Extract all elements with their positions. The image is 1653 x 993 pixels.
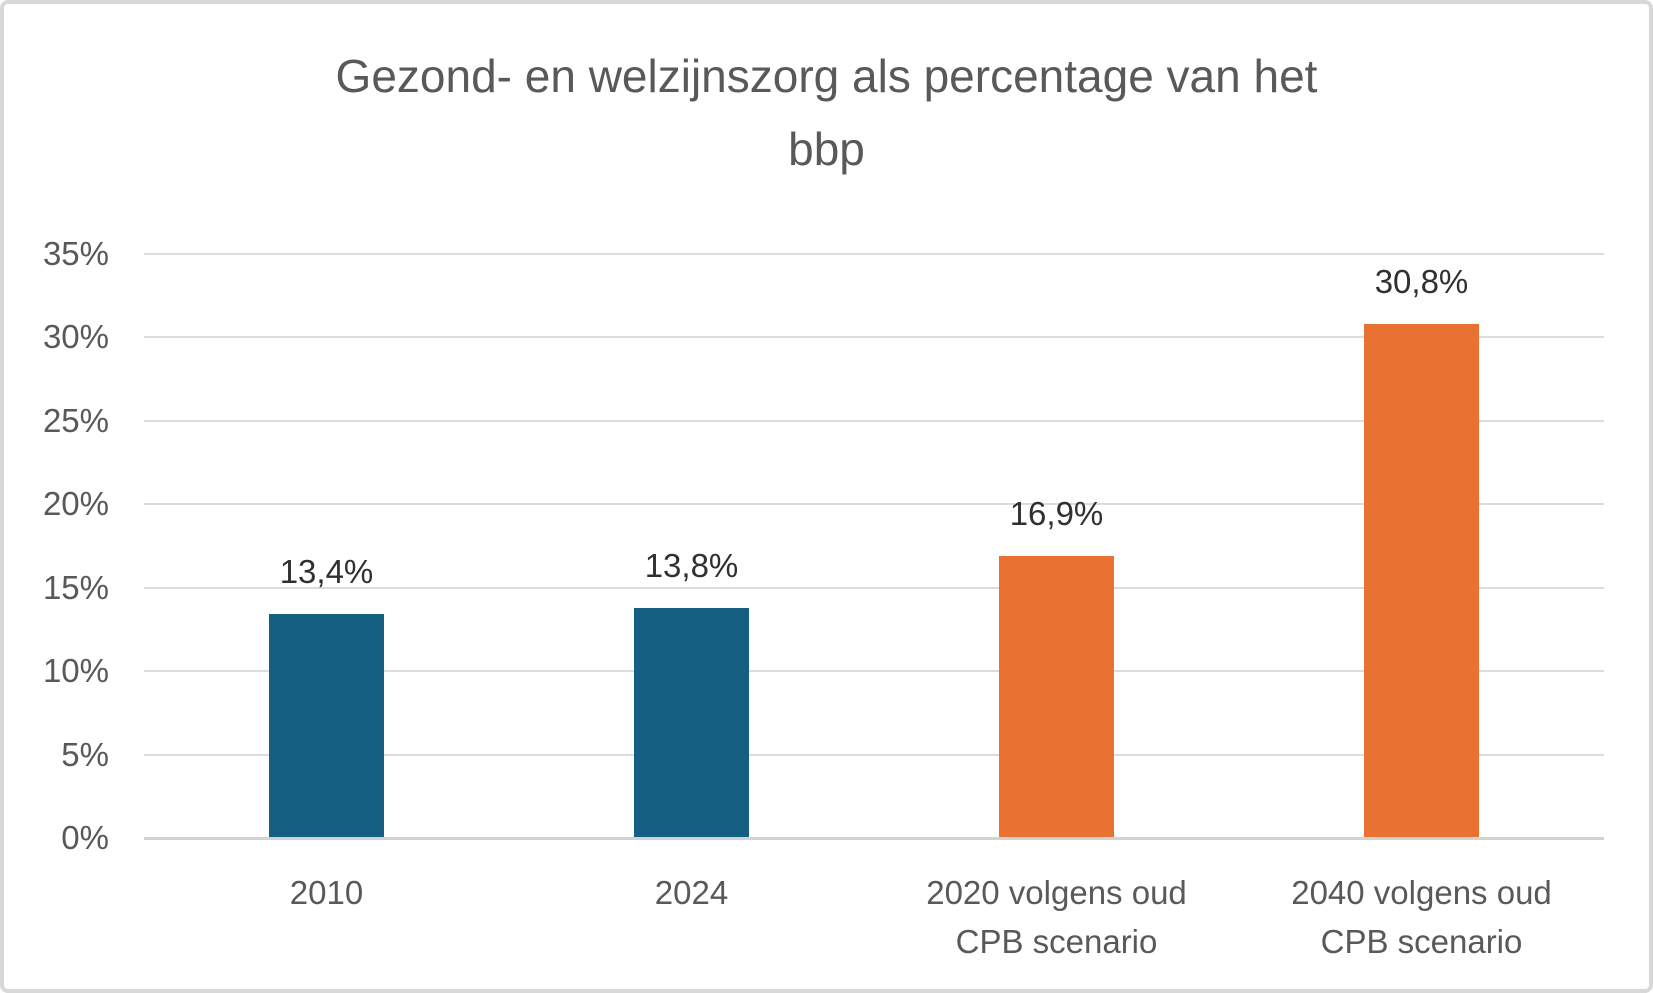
y-axis-tick-label: 25% [42, 401, 109, 439]
y-axis-tick-label: 30% [42, 318, 109, 356]
bar-data-label: 30,8% [1374, 263, 1469, 301]
bar-data-label: 13,8% [644, 546, 739, 584]
bar-data-label: 16,9% [1009, 495, 1104, 532]
y-axis-tick-label: 5% [61, 735, 109, 773]
y-gridline [144, 503, 1604, 506]
y-axis-tick-label: 10% [42, 652, 109, 690]
chart-title: Gezond- en welzijnszorg als percentage v… [4, 40, 1649, 186]
bar-2020-volgens-oud-cpb-scenario [999, 556, 1114, 837]
x-axis-category-label-line: CPB scenario [955, 923, 1158, 960]
bar-2040-volgens-oud-cpb-scenario [1364, 324, 1479, 837]
x-axis-category-label: 2010 [144, 868, 509, 917]
y-axis-tick-label: 0% [61, 819, 109, 856]
x-axis-line [144, 837, 1604, 840]
y-gridline [144, 753, 1604, 756]
x-axis-category-label: 2040 volgens oud CPB scenario [1239, 868, 1604, 966]
x-axis-category-label-line: 2020 volgens oud [926, 874, 1187, 911]
y-axis-tick-label: 20% [42, 485, 109, 523]
chart-title-line-1: Gezond- en welzijnszorg als percentage v… [335, 50, 1318, 102]
y-gridline [144, 419, 1604, 422]
x-axis-category-label-line: 2040 volgens oud [1291, 874, 1552, 911]
x-axis-category-label: 2024 [509, 868, 874, 917]
bar-data-label: 13,4% [279, 553, 374, 591]
x-axis-category-label-line: CPB scenario [1320, 923, 1523, 960]
chart-title-line-2: bbp [788, 123, 865, 175]
bar-2024 [634, 607, 749, 837]
y-gridline [144, 586, 1604, 589]
x-axis-category-label: 2020 volgens oud CPB scenario [874, 868, 1239, 966]
y-axis-tick-label: 15% [42, 568, 109, 606]
y-gridline [144, 336, 1604, 339]
y-gridline [144, 670, 1604, 673]
y-gridline [144, 253, 1604, 255]
x-axis-category-label-line: 2024 [654, 874, 729, 911]
y-axis-tick-label: 35% [42, 235, 109, 272]
x-axis-category-label-line: 2010 [289, 874, 364, 911]
bar-2010 [269, 614, 384, 837]
